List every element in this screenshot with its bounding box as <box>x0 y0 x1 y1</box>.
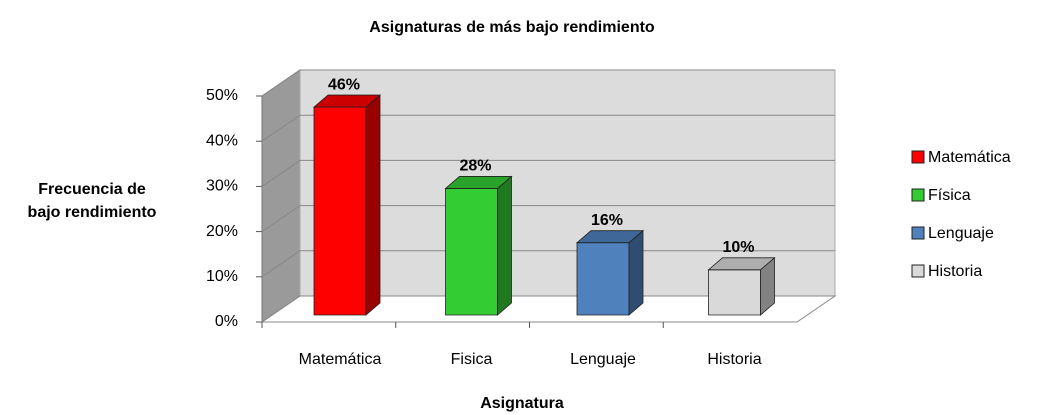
bar-top <box>312 94 382 108</box>
data-label: 16% <box>591 212 623 229</box>
chart-title: Asignaturas de más bajo rendimiento <box>369 19 655 36</box>
bar <box>575 229 645 316</box>
data-label: 28% <box>459 158 491 175</box>
bar <box>444 175 513 316</box>
grid-line <box>261 114 835 142</box>
legend-swatch <box>911 264 925 278</box>
legend-swatch <box>911 150 925 164</box>
x-tick-label: Lenguaje <box>570 351 636 368</box>
bar <box>707 256 776 316</box>
legend-swatch <box>911 226 925 240</box>
bar-side <box>628 229 644 316</box>
grid-line <box>261 250 835 278</box>
left-wall <box>261 69 301 323</box>
legend-label: Historia <box>928 263 982 280</box>
data-label: 10% <box>722 239 754 256</box>
y-tick-label: 50% <box>206 87 238 104</box>
bar-front <box>313 106 367 316</box>
grid-line <box>261 295 835 323</box>
bar-top <box>575 230 645 244</box>
legend-label: Física <box>928 187 971 204</box>
y-tick-label: 0% <box>215 313 238 330</box>
bar-top <box>444 176 513 189</box>
y-axis-label: Frecuencia de <box>38 181 146 198</box>
legend-label: Lenguaje <box>928 225 994 242</box>
y-tick-label: 30% <box>206 178 238 195</box>
grid-line <box>261 159 835 187</box>
bar-side <box>365 94 381 316</box>
y-tick-label: 10% <box>206 268 238 285</box>
x-tick-label: Matemática <box>299 351 382 368</box>
x-axis-label: Asignatura <box>480 395 564 412</box>
bar-top <box>707 257 776 271</box>
grid-line <box>261 205 835 233</box>
bar-side <box>497 175 512 316</box>
legend-label: Matemática <box>928 149 1011 166</box>
bar <box>312 94 382 316</box>
legend-swatch <box>911 188 925 202</box>
bar-front <box>708 269 761 316</box>
grid-line <box>261 69 835 97</box>
x-tick-label: Fisica <box>451 351 493 368</box>
x-tick-label: Historia <box>707 351 761 368</box>
bar-front <box>445 188 498 316</box>
data-label: 46% <box>328 76 360 93</box>
y-axis-label: bajo rendimiento <box>28 204 157 221</box>
y-tick-label: 40% <box>206 132 238 149</box>
bar-front <box>576 242 630 316</box>
y-tick-label: 20% <box>206 223 238 240</box>
